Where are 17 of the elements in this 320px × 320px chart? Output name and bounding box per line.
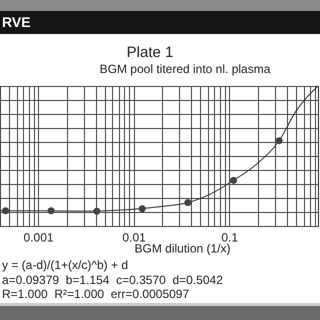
point <box>138 205 146 212</box>
point <box>93 208 100 215</box>
point <box>2 207 10 214</box>
chart-title: Plate 1 <box>126 44 174 61</box>
x-tick-label: 0.01 <box>122 230 146 244</box>
point <box>230 176 238 184</box>
point <box>184 199 192 206</box>
text: a=0.09379 b=1.154 c=0.3570 d=0.5042 <box>2 272 223 286</box>
text: y = (a-d)/(1+(x/c)^b) + d <box>2 258 128 272</box>
chart-subtitle: BGM pool titered into nl. plasma <box>98 62 272 76</box>
text: R=1.000 R²=1.000 err=0.0005097 <box>2 287 190 301</box>
text: RVE <box>0 11 320 34</box>
point <box>48 207 55 214</box>
point <box>276 137 283 144</box>
x-tick-label: 0.1 <box>221 230 238 244</box>
x-tick-label: 0.001 <box>24 230 54 244</box>
x-axis-title: BGM dilution (1/x) <box>134 242 231 256</box>
